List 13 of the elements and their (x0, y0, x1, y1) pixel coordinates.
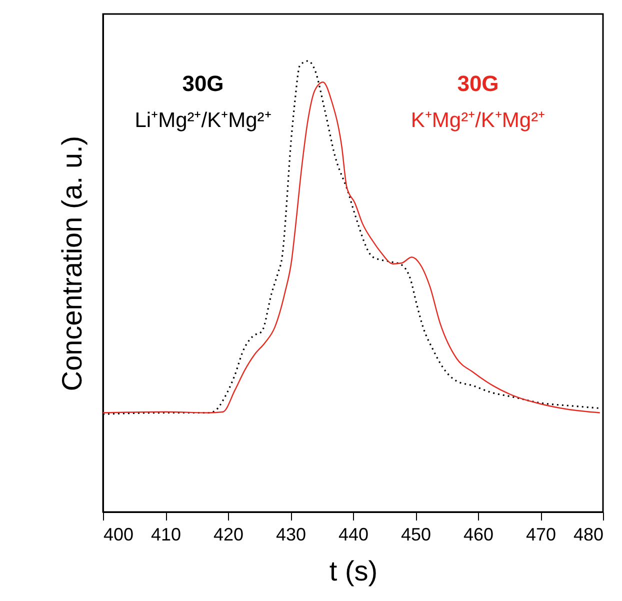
x-tick-label: 420 (213, 524, 244, 544)
x-tick-label: 450 (400, 524, 432, 544)
x-tick-label: 470 (526, 524, 556, 544)
x-tick-label: 460 (463, 524, 494, 544)
x-tick-label: 430 (276, 524, 306, 544)
series-label: 30G Li⁺Mg²⁺/K⁺Mg²⁺ (134, 71, 272, 132)
x-tick-label: 480 (573, 524, 604, 544)
y-axis-title: Concentration (a. u.) (56, 136, 88, 392)
x-tick-label: 410 (150, 524, 182, 544)
x-tick-label: 400 (104, 524, 134, 544)
x-axis-title: t (s) (329, 556, 378, 586)
text: 30G K⁺Mg²⁺/K⁺Mg²⁺ (410, 71, 546, 132)
x-tick-label: 440 (338, 524, 369, 544)
